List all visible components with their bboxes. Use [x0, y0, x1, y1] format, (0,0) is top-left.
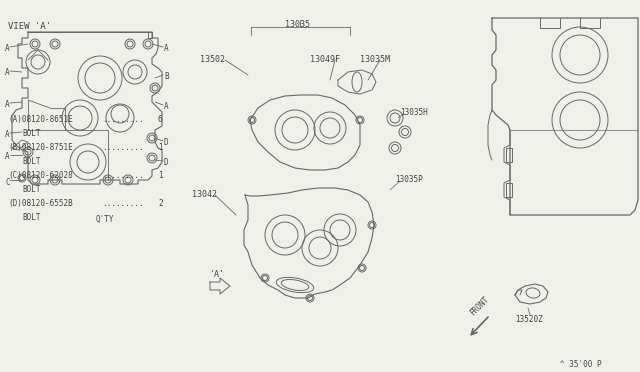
Text: .........: .........	[102, 143, 143, 152]
Text: 13042: 13042	[192, 190, 217, 199]
Text: 13035: 13035	[285, 20, 310, 29]
Text: BOLT: BOLT	[22, 129, 40, 138]
Text: D: D	[164, 158, 168, 167]
Text: 13502: 13502	[200, 55, 225, 64]
Text: Q'TY: Q'TY	[96, 215, 115, 224]
Text: BOLT: BOLT	[22, 185, 40, 194]
Text: (B)08120-8751E: (B)08120-8751E	[8, 143, 73, 152]
Text: .........: .........	[102, 115, 143, 124]
Text: 13520Z: 13520Z	[515, 315, 543, 324]
Text: VIEW 'A': VIEW 'A'	[8, 22, 51, 31]
Text: (C)08120-62028: (C)08120-62028	[8, 171, 73, 180]
Text: (D)08120-6552B: (D)08120-6552B	[8, 199, 73, 208]
Text: BOLT: BOLT	[22, 213, 40, 222]
Text: .........: .........	[102, 171, 143, 180]
Text: A: A	[164, 102, 168, 111]
Text: C: C	[5, 178, 10, 187]
Text: (A)08120-8651E: (A)08120-8651E	[8, 115, 73, 124]
Text: A: A	[5, 130, 10, 139]
Text: 'A': 'A'	[210, 270, 225, 279]
Text: A: A	[5, 68, 10, 77]
Text: 13035P: 13035P	[395, 175, 423, 184]
Text: 6: 6	[158, 115, 163, 124]
Text: BOLT: BOLT	[22, 157, 40, 166]
Text: A: A	[5, 100, 10, 109]
Text: FRONT: FRONT	[468, 295, 491, 318]
Text: 13049F: 13049F	[310, 55, 340, 64]
Text: A: A	[164, 44, 168, 53]
Text: 1: 1	[158, 171, 163, 180]
Text: D: D	[164, 138, 168, 147]
Text: 13035H: 13035H	[400, 108, 428, 117]
Bar	[506, 183, 512, 197]
Text: 2: 2	[158, 199, 163, 208]
Text: ^ 35'00 P: ^ 35'00 P	[560, 360, 602, 369]
Text: A: A	[5, 152, 10, 161]
Bar	[506, 148, 512, 162]
Text: 13035M: 13035M	[360, 55, 390, 64]
Text: A: A	[5, 44, 10, 53]
Text: 1: 1	[158, 143, 163, 152]
Text: B: B	[164, 72, 168, 81]
Text: .........: .........	[102, 199, 143, 208]
